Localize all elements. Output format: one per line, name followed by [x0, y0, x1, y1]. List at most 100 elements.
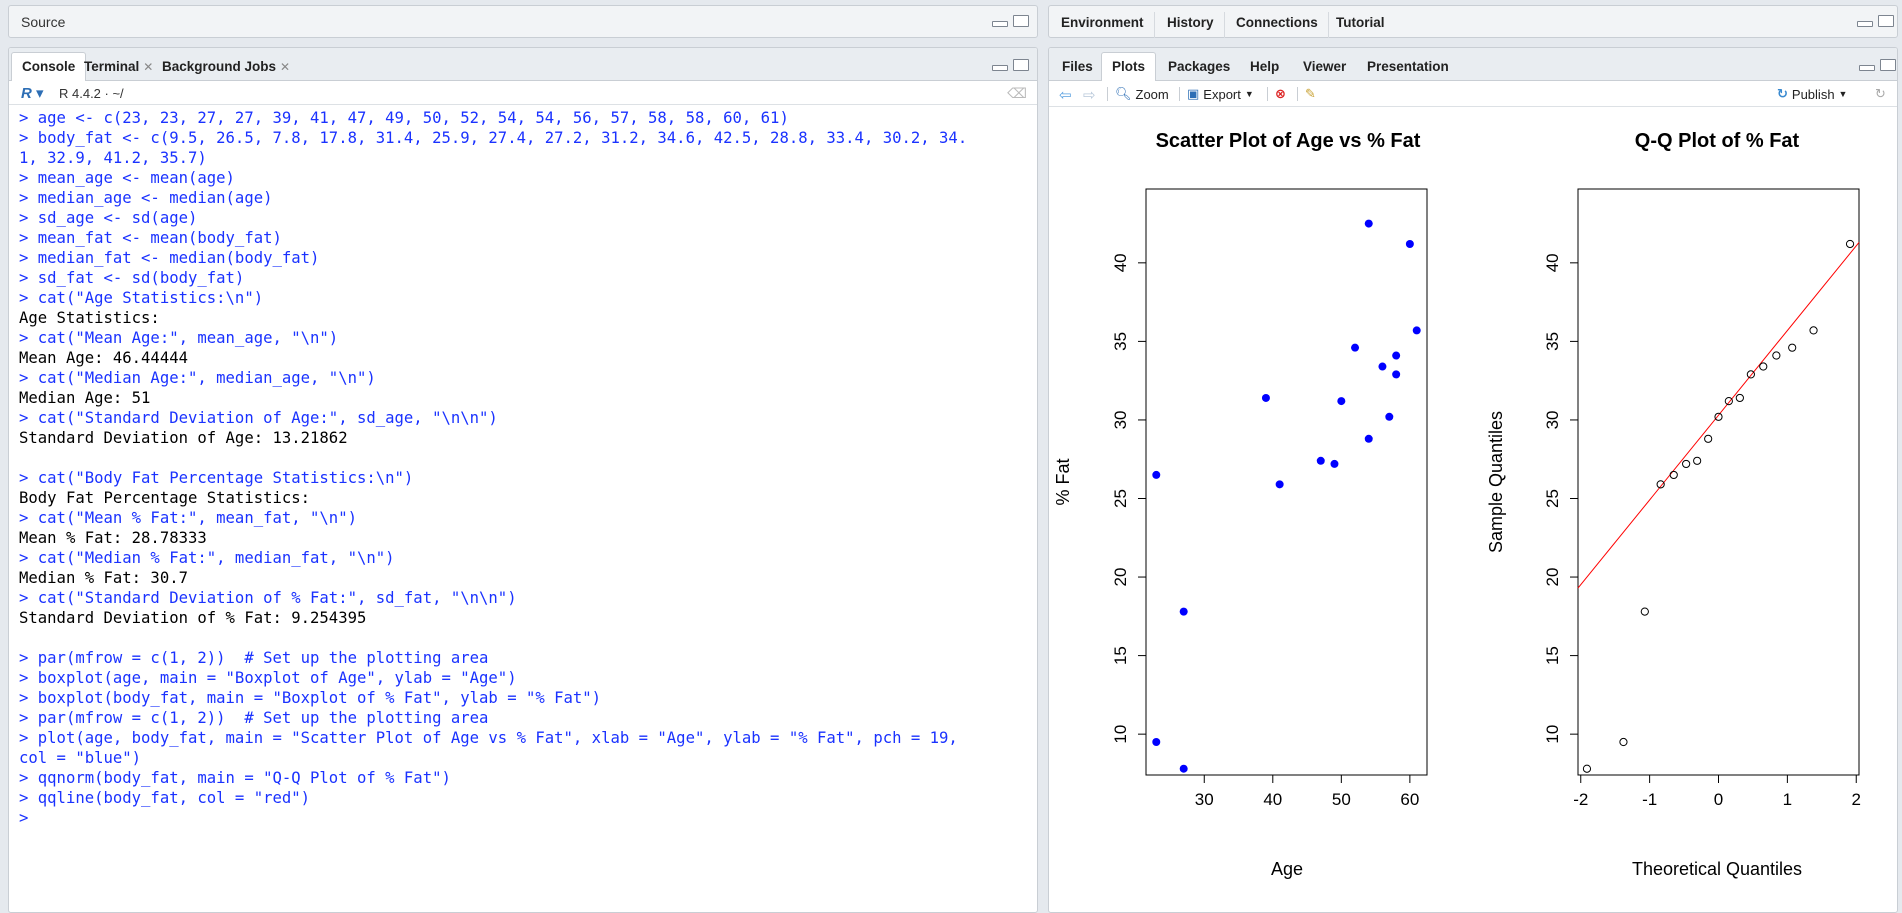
- qq-point: [1845, 239, 1855, 249]
- console-blank-line: [19, 628, 1029, 648]
- qq-point: [1693, 456, 1702, 465]
- source-pane-collapsed[interactable]: Source: [8, 5, 1038, 38]
- scatter-point: [1179, 607, 1188, 616]
- plots-tabbar: Files Plots Packages Help Viewer Present…: [1049, 48, 1897, 81]
- tab-history[interactable]: History: [1157, 12, 1225, 38]
- y-tick-label: 35: [1111, 332, 1130, 351]
- tab-label: Viewer: [1303, 59, 1347, 74]
- zoom-button[interactable]: 🔍︎ Zoom: [1115, 86, 1169, 102]
- console-window-controls: [992, 59, 1029, 71]
- environment-pane-collapsed: Environment History Connections Tutorial: [1048, 5, 1898, 38]
- qq-point: [1772, 351, 1781, 360]
- tab-background-jobs[interactable]: Background Jobs ✕: [151, 52, 301, 81]
- console-subbar: R ▾ R 4.4.2 · ~/ ⌫: [9, 81, 1037, 105]
- x-tick-label: 60: [1400, 790, 1419, 809]
- y-tick-label: 10: [1543, 725, 1562, 744]
- console-command-line: > cat("Standard Deviation of Age:", sd_a…: [19, 409, 498, 427]
- scatter-point: [1378, 362, 1387, 371]
- r-logo-icon[interactable]: R ▾: [21, 85, 44, 102]
- console-output-line: Standard Deviation of % Fat: 9.254395: [19, 609, 367, 627]
- tab-label: Packages: [1168, 59, 1231, 74]
- qq-point: [1682, 459, 1691, 469]
- tab-terminal[interactable]: Terminal ✕: [73, 52, 164, 81]
- close-icon[interactable]: ✕: [143, 60, 154, 74]
- console-output[interactable]: > age <- c(23, 23, 27, 27, 39, 41, 47, 4…: [19, 108, 1029, 828]
- export-icon: ▣: [1187, 86, 1200, 101]
- console-command-line: > cat("Median % Fat:", median_fat, "\n"): [19, 549, 395, 567]
- minimize-icon[interactable]: [992, 21, 1008, 27]
- scatter-title: Scatter Plot of Age vs % Fat: [1156, 130, 1421, 152]
- tab-plots[interactable]: Plots: [1101, 52, 1157, 81]
- console-command-line: > body_fat <- c(9.5, 26.5, 7.8, 17.8, 31…: [19, 129, 968, 147]
- publish-button[interactable]: ↻ Publish ▼: [1777, 86, 1847, 102]
- maximize-icon[interactable]: [1880, 59, 1896, 71]
- console-command-line: > cat("Mean Age:", mean_age, "\n"): [19, 329, 339, 347]
- scatter-point: [1261, 393, 1270, 402]
- remove-plot-icon[interactable]: ⊗: [1275, 86, 1286, 101]
- console-command-line: > median_fat <- median(body_fat): [19, 249, 320, 267]
- forward-arrow-icon[interactable]: ⇨: [1083, 87, 1096, 104]
- console-output-line: Mean Age: 46.44444: [19, 349, 188, 367]
- maximize-icon[interactable]: [1878, 15, 1894, 27]
- clear-console-icon[interactable]: ⌫: [1007, 85, 1027, 101]
- source-title: Source: [21, 14, 66, 30]
- maximize-icon[interactable]: [1013, 59, 1029, 71]
- qq-point: [1704, 434, 1713, 443]
- qq-point: [1809, 326, 1818, 335]
- plots-toolbar: ⇦ ⇨ 🔍︎ Zoom ▣ Export ▼ ⊗ ✎ ↻: [1049, 81, 1897, 107]
- qq-x-label: Theoretical Quantiles: [1632, 859, 1802, 879]
- scatter-point: [1316, 456, 1325, 465]
- console-pane: Console Terminal ✕ Background Jobs ✕ R ▾ R…: [8, 47, 1038, 913]
- left-column: Source Console Terminal ✕ Background Jobs…: [8, 5, 1038, 913]
- close-icon[interactable]: ✕: [280, 60, 291, 74]
- refresh-icon[interactable]: ↻: [1875, 86, 1886, 101]
- x-tick-label: 50: [1332, 790, 1351, 809]
- qq-point: [1735, 393, 1744, 403]
- y-tick-label: 20: [1543, 568, 1562, 587]
- tab-viewer[interactable]: Viewer: [1292, 52, 1357, 81]
- console-command-line: 1, 32.9, 41.2, 35.7): [19, 149, 207, 167]
- tab-packages[interactable]: Packages: [1157, 52, 1241, 81]
- r-version-path: R 4.4.2 · ~/: [59, 86, 124, 101]
- scatter-point: [1337, 397, 1346, 406]
- tab-files[interactable]: Files: [1051, 52, 1104, 81]
- console-command-line: > cat("Mean % Fat:", mean_fat, "\n"): [19, 509, 357, 527]
- zoom-icon: 🔍︎: [1115, 86, 1132, 101]
- tab-presentation[interactable]: Presentation: [1356, 52, 1460, 81]
- console-command-line: > sd_age <- sd(age): [19, 209, 198, 227]
- y-tick-label: 15: [1111, 646, 1130, 665]
- tab-connections[interactable]: Connections: [1226, 12, 1329, 38]
- scatter-point: [1351, 343, 1360, 352]
- console-command-line: > cat("Standard Deviation of % Fat:", sd…: [19, 589, 517, 607]
- scatter-point: [1392, 370, 1401, 379]
- plot-canvas: Scatter Plot of Age vs % Fat 30 40 50 60 10…: [1053, 130, 1861, 879]
- tab-label: Console: [22, 59, 76, 74]
- tab-help[interactable]: Help: [1239, 52, 1290, 81]
- qq-reference-line: [1577, 242, 1860, 589]
- clear-plots-icon[interactable]: ✎: [1305, 86, 1316, 101]
- scatter-plot: Scatter Plot of Age vs % Fat 30 40 50 60 10…: [1053, 130, 1428, 879]
- export-button[interactable]: ▣ Export ▼: [1187, 86, 1254, 102]
- publish-label: Publish: [1791, 86, 1835, 102]
- tab-tutorial[interactable]: Tutorial: [1336, 15, 1385, 30]
- qq-point: [1582, 764, 1592, 773]
- console-output-line: Mean % Fat: 28.78333: [19, 529, 207, 547]
- minimize-icon[interactable]: [1857, 21, 1873, 27]
- scatter-point: [1385, 412, 1394, 421]
- tab-environment[interactable]: Environment: [1051, 12, 1155, 38]
- qq-point: [1714, 412, 1723, 421]
- right-column: Environment History Connections Tutorial…: [1048, 5, 1898, 913]
- tab-console[interactable]: Console: [11, 52, 87, 81]
- back-arrow-icon[interactable]: ⇦: [1059, 87, 1072, 104]
- x-tick-label: 1: [1783, 790, 1792, 809]
- minimize-icon[interactable]: [1859, 65, 1875, 71]
- qq-plot-frame: [1577, 188, 1860, 776]
- maximize-icon[interactable]: [1013, 15, 1029, 27]
- scatter-point: [1364, 434, 1373, 443]
- x-tick-label: -2: [1573, 790, 1588, 809]
- minimize-icon[interactable]: [992, 65, 1008, 71]
- scatter-point: [1179, 764, 1188, 773]
- scatter-x-label: Age: [1271, 859, 1303, 879]
- scatter-points: [1152, 219, 1421, 773]
- y-tick-label: 35: [1543, 332, 1562, 351]
